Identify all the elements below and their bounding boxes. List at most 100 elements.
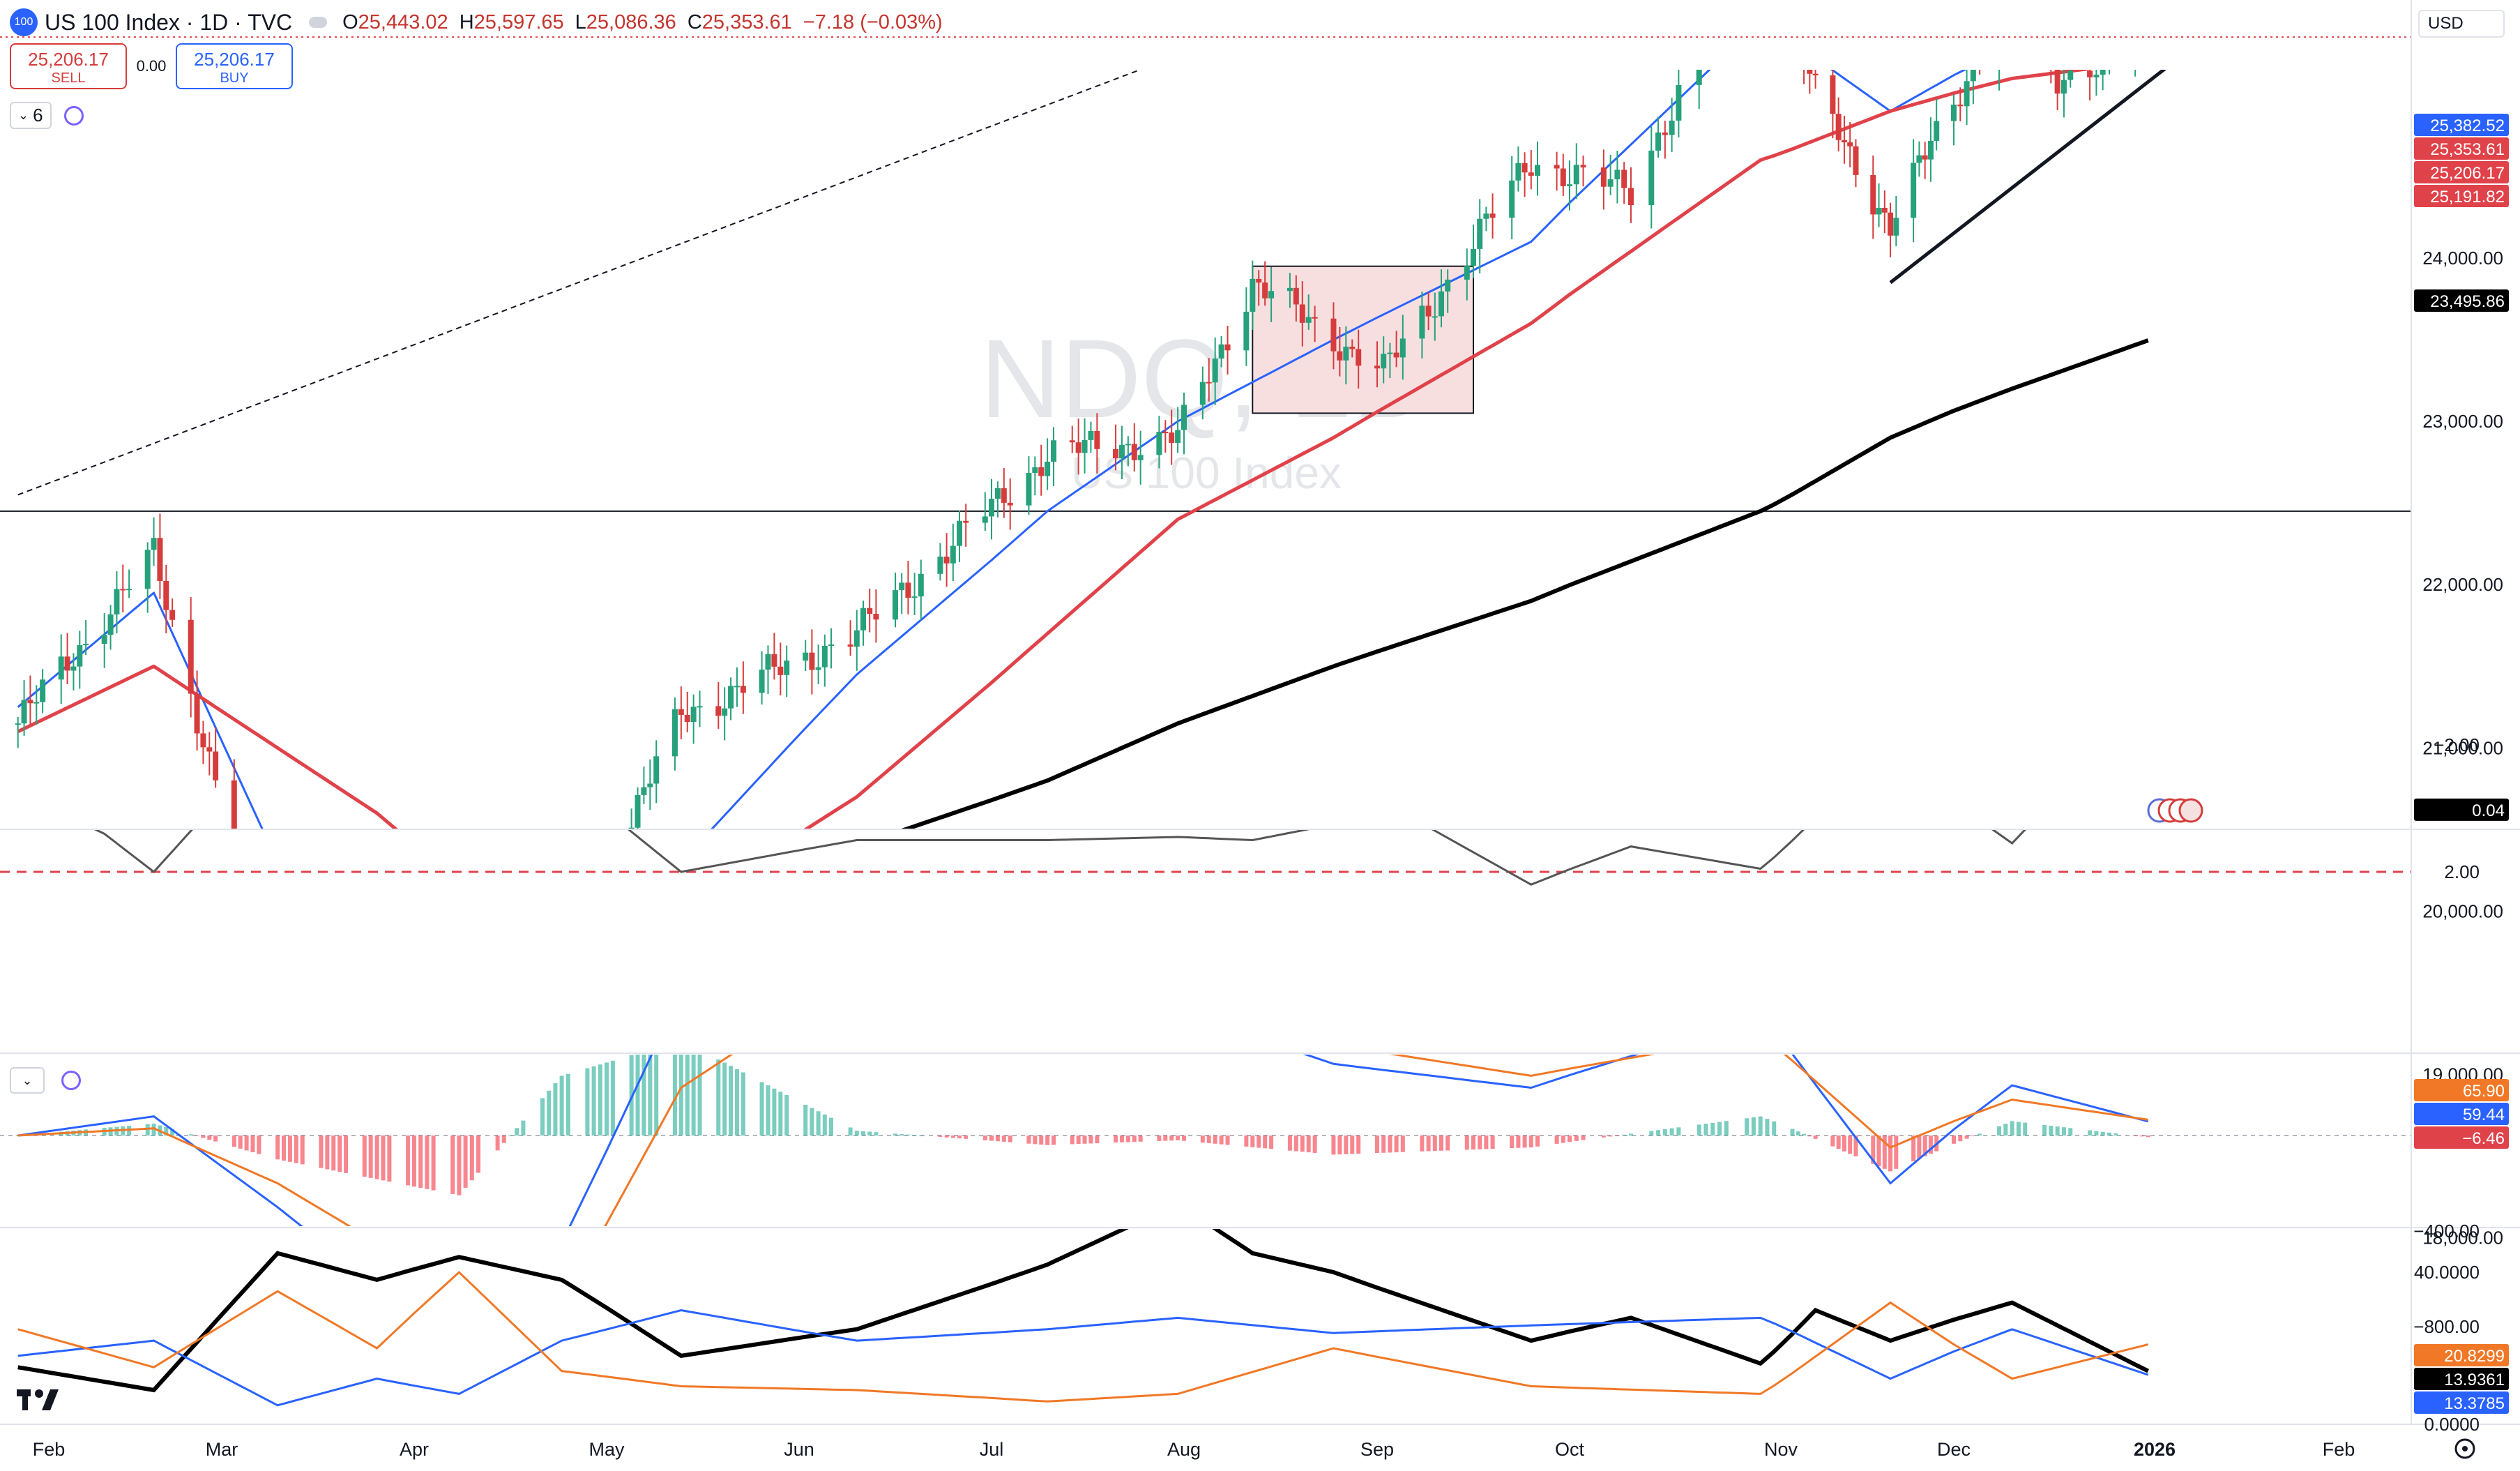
price-change: −7.18 (−0.03%) bbox=[803, 10, 943, 33]
candle-body bbox=[1489, 213, 1496, 218]
macd-histogram-bar bbox=[231, 1136, 236, 1147]
candle-body bbox=[1655, 132, 1662, 151]
sell-button[interactable]: 25,206.17 SELL bbox=[10, 43, 127, 89]
macd-histogram-bar bbox=[2049, 1126, 2054, 1136]
trendlines[interactable] bbox=[17, 0, 2226, 496]
macd-histogram-bar bbox=[1200, 1136, 1205, 1143]
candle-body bbox=[206, 747, 213, 752]
macd-histogram-bar bbox=[1132, 1136, 1137, 1142]
macd-histogram-bar bbox=[463, 1136, 468, 1188]
price-tag bbox=[2414, 114, 2509, 136]
macd-histogram-bar bbox=[1375, 1136, 1379, 1154]
candle-body bbox=[1977, 64, 1982, 67]
macd-histogram-bar bbox=[585, 1068, 590, 1136]
macd-histogram-bar bbox=[450, 1136, 455, 1194]
chevron-down-icon[interactable]: ⌄ bbox=[10, 1067, 45, 1094]
candle-body bbox=[456, 1341, 462, 1387]
macd-histogram-bar bbox=[629, 1055, 634, 1136]
candle-body bbox=[1922, 155, 1928, 160]
price-axis[interactable]: 26,000.0024,000.0023,000.0022,000.0021,0… bbox=[2413, 0, 2503, 1435]
candle-body bbox=[1305, 317, 1312, 323]
candle-body bbox=[628, 827, 635, 829]
candle-body bbox=[1199, 382, 1206, 405]
time-tick-label: Aug bbox=[1167, 1439, 1201, 1460]
candle-body bbox=[1830, 75, 1836, 114]
candles bbox=[15, 15, 2136, 1387]
candle-body bbox=[1807, 70, 1813, 74]
candle-body bbox=[828, 644, 834, 647]
candle-body bbox=[860, 608, 866, 631]
macd-pane-controls: ⌄ bbox=[10, 1067, 81, 1094]
macd-histogram-bar bbox=[1765, 1119, 1770, 1136]
macd-histogram-bar bbox=[982, 1136, 987, 1140]
macd-histogram-bar bbox=[1581, 1136, 1586, 1140]
moving-averages bbox=[17, 70, 2149, 829]
candle-body bbox=[784, 661, 790, 675]
sync-icon[interactable] bbox=[63, 105, 84, 126]
macd-histogram-bar bbox=[2100, 1131, 2105, 1136]
macd-histogram-bar bbox=[469, 1136, 474, 1181]
macd-histogram-bar bbox=[1628, 1133, 1633, 1136]
candle-body bbox=[107, 614, 114, 635]
macd-histogram-bar bbox=[1287, 1136, 1292, 1151]
candle-body bbox=[1293, 287, 1299, 305]
symbol-title[interactable]: US 100 Index · 1D · TVC bbox=[45, 9, 293, 35]
candle-body bbox=[1521, 163, 1528, 173]
candle-body bbox=[1445, 279, 1451, 292]
macd-histogram-bar bbox=[1871, 1136, 1876, 1164]
candle-body bbox=[1853, 146, 1859, 175]
macd-histogram-bar bbox=[381, 1136, 386, 1181]
market-status-icon[interactable] bbox=[309, 17, 328, 28]
candle-body bbox=[431, 1195, 437, 1216]
candle-body bbox=[1600, 167, 1607, 187]
settings-gear-icon[interactable] bbox=[2454, 1438, 2475, 1459]
buy-button[interactable]: 25,206.17 BUY bbox=[176, 43, 293, 89]
price-tick-label: 18,000.00 bbox=[2422, 1228, 2503, 1249]
candle-body bbox=[2042, 15, 2047, 38]
macd-histogram-bar bbox=[2146, 1136, 2150, 1138]
candle-body bbox=[169, 610, 176, 620]
event-flags-icon[interactable] bbox=[2147, 798, 2203, 823]
macd-histogram-bar bbox=[170, 1129, 175, 1136]
sync-icon[interactable] bbox=[61, 1071, 81, 1090]
macd-histogram-bar bbox=[1169, 1136, 1174, 1141]
candle-body bbox=[244, 862, 250, 876]
macd-histogram-bar bbox=[425, 1136, 430, 1189]
tradingview-logo-icon[interactable] bbox=[17, 1389, 59, 1410]
candle-body bbox=[982, 516, 988, 523]
candle-body bbox=[163, 581, 169, 610]
symbol-header[interactable]: 100 US 100 Index · 1D · TVC O25,443.02 H… bbox=[10, 8, 943, 36]
macd-histogram-bar bbox=[722, 1062, 727, 1136]
candle-body bbox=[899, 582, 905, 591]
candle-body bbox=[905, 582, 911, 598]
candle-body bbox=[1374, 365, 1380, 369]
candle-body bbox=[2087, 70, 2093, 77]
indicators-collapse-button[interactable]: ⌄ 6 bbox=[10, 102, 52, 129]
macd-histogram-bar bbox=[287, 1136, 292, 1162]
candle-body bbox=[238, 856, 243, 862]
macd-histogram-bar bbox=[1045, 1136, 1050, 1145]
candle-body bbox=[411, 1082, 417, 1124]
macd-histogram-bar bbox=[412, 1136, 416, 1187]
candle-body bbox=[1934, 121, 1940, 141]
time-axis[interactable]: Feb Mar Apr May Jun Jul Aug Sep Oct Nov Dec 2026 Feb bbox=[33, 1439, 2355, 1460]
macd-histogram-bar bbox=[1088, 1136, 1093, 1144]
macd-histogram-bar bbox=[1710, 1122, 1715, 1136]
candle-body bbox=[943, 557, 950, 564]
macd-histogram-bar bbox=[1008, 1136, 1012, 1142]
candle-body bbox=[684, 714, 690, 723]
trade-buttons: 25,206.17 SELL 0.00 25,206.17 BUY bbox=[10, 43, 293, 89]
candle-body bbox=[386, 947, 392, 985]
candle-body bbox=[1876, 207, 1882, 215]
indicators-toggle[interactable]: ⌄ 6 bbox=[10, 102, 84, 129]
currency-selector[interactable]: USD bbox=[2418, 10, 2505, 38]
macd-histogram-bar bbox=[2016, 1122, 2021, 1136]
macd-histogram-bar bbox=[1263, 1136, 1268, 1149]
candle-body bbox=[950, 545, 956, 564]
macd-histogram-bar bbox=[1997, 1126, 2002, 1136]
candle-body bbox=[368, 893, 374, 913]
macd-histogram-bar bbox=[1219, 1136, 1224, 1145]
time-tick-label: Nov bbox=[1764, 1439, 1798, 1460]
macd-histogram-bar bbox=[1082, 1136, 1087, 1144]
